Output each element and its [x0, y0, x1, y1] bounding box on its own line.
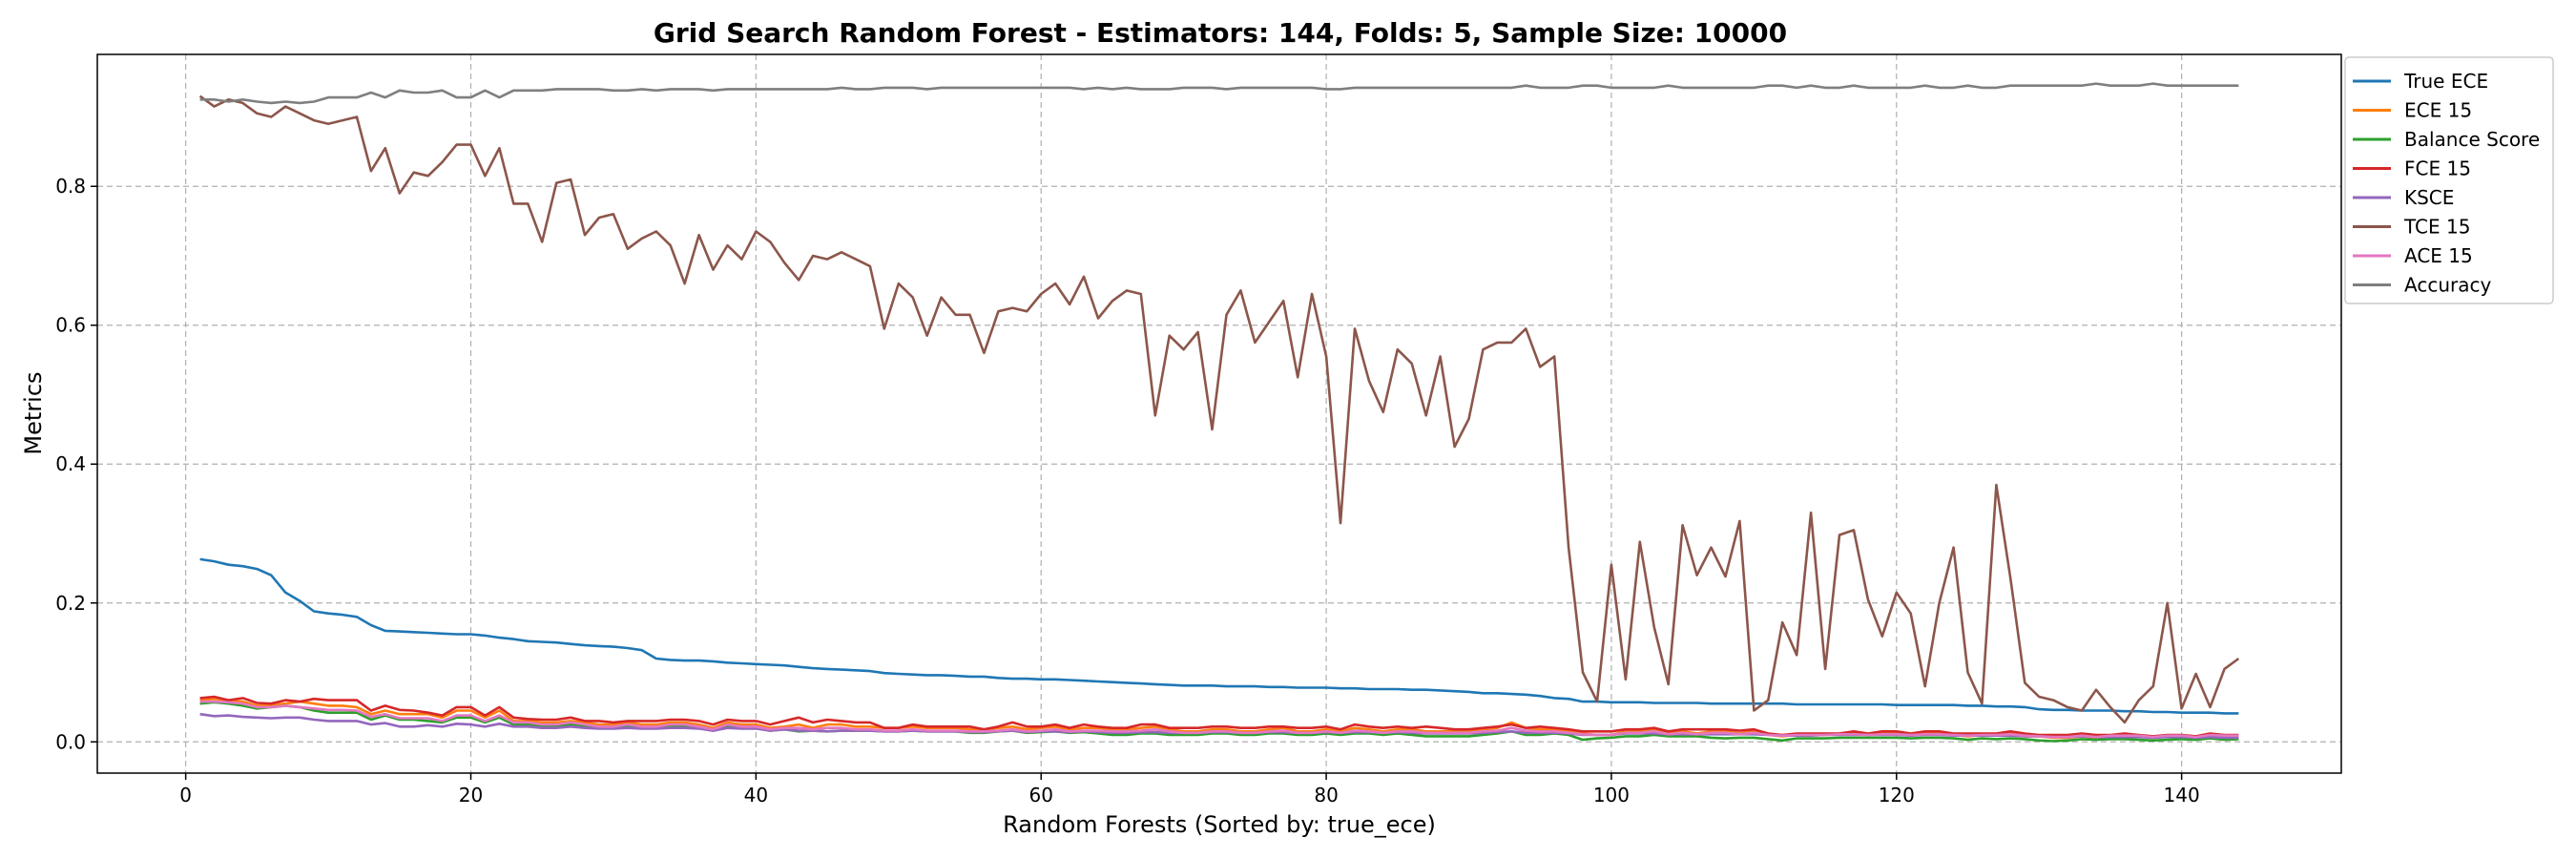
x-tick-label: 80: [1314, 784, 1338, 807]
series-line-true-ece: [199, 557, 2239, 715]
x-tick-label: 120: [1879, 784, 1915, 807]
series-line-tce-15: [198, 94, 2240, 724]
grid: [97, 54, 2341, 773]
y-tick-label: 0.8: [55, 175, 86, 198]
x-tick-label: 100: [1593, 784, 1630, 807]
y-tick-label: 0.6: [55, 314, 86, 337]
legend-label: ACE 15: [2404, 244, 2473, 267]
chart-title: Grid Search Random Forest - Estimators: …: [654, 17, 1787, 49]
x-tick-label: 60: [1028, 784, 1052, 807]
series-lines: [198, 82, 2240, 743]
legend-label: Accuracy: [2404, 274, 2491, 297]
legend-label: Balance Score: [2404, 128, 2540, 151]
y-tick-label: 0.4: [55, 452, 86, 475]
x-tick-label: 20: [459, 784, 483, 807]
series-line-balance-score: [199, 701, 2239, 743]
legend: True ECE ECE 15 Balance Score FCE 15 KSCE TCE…: [2344, 56, 2554, 304]
series-line-accuracy: [199, 82, 2239, 105]
x-tick-label: 140: [2164, 784, 2200, 807]
legend-frame: [2344, 56, 2554, 304]
x-axis-label: Random Forests (Sorted by: true_ece): [1003, 811, 1436, 838]
legend-label: TCE 15: [2403, 216, 2470, 239]
legend-label: True ECE: [2403, 70, 2488, 93]
y-tick-label: 0.0: [55, 730, 86, 753]
y-axis-label: Metrics: [20, 371, 47, 454]
y-tick-label: 0.2: [55, 592, 86, 615]
series-line-ace-15: [199, 700, 2239, 739]
legend-label: KSCE: [2404, 186, 2454, 209]
x-tick-label: 0: [179, 784, 192, 807]
series-line-fce-15: [199, 695, 2239, 738]
legend-label: ECE 15: [2404, 99, 2472, 122]
x-tick-label: 40: [744, 784, 768, 807]
axis-ticks: 0 20 40 60 80 100 120 140 0.0 0.2 0.4 0.6 0.8: [55, 175, 2200, 807]
legend-label: FCE 15: [2404, 157, 2471, 180]
plot-frame: [96, 53, 2342, 774]
